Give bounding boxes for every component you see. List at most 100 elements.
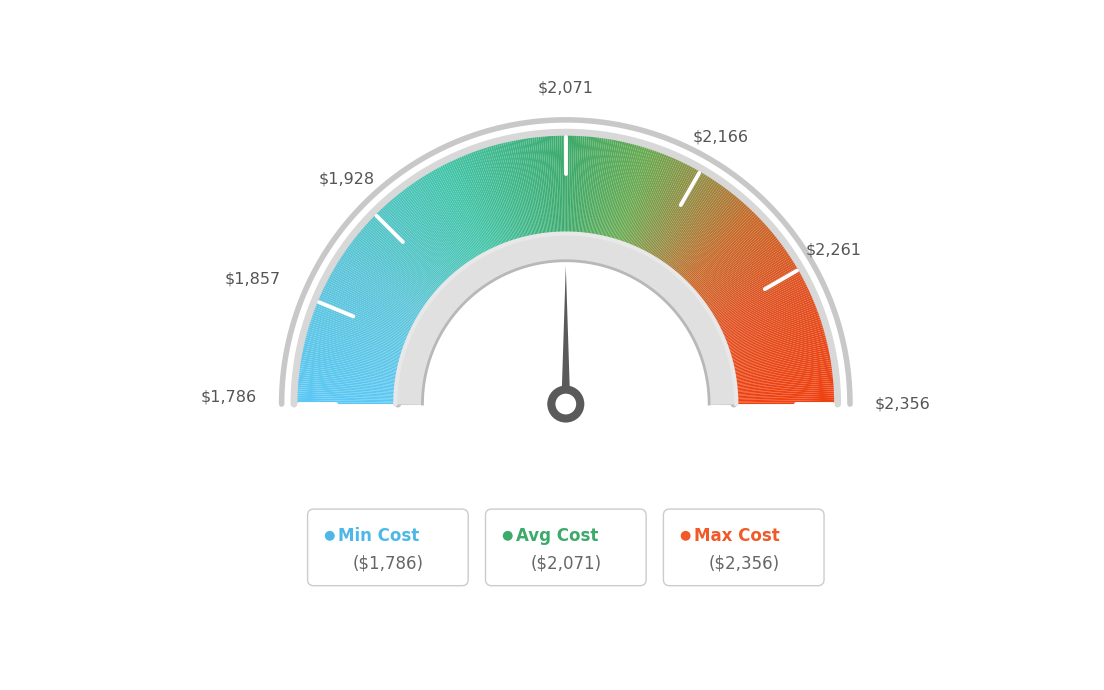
Wedge shape [297, 359, 400, 377]
Wedge shape [718, 288, 813, 334]
Wedge shape [379, 206, 450, 282]
Wedge shape [394, 192, 460, 274]
Wedge shape [654, 172, 710, 262]
Wedge shape [309, 312, 407, 348]
Wedge shape [500, 140, 527, 241]
Wedge shape [369, 215, 445, 288]
Wedge shape [590, 135, 606, 238]
Wedge shape [732, 362, 835, 379]
Wedge shape [734, 397, 838, 402]
Wedge shape [452, 157, 497, 251]
Wedge shape [544, 133, 554, 237]
Wedge shape [634, 155, 678, 251]
Wedge shape [492, 142, 521, 242]
Wedge shape [649, 168, 702, 259]
Wedge shape [307, 318, 406, 352]
Wedge shape [304, 333, 404, 361]
Wedge shape [338, 255, 425, 313]
Wedge shape [357, 229, 437, 297]
Wedge shape [488, 143, 519, 243]
Wedge shape [698, 236, 781, 301]
Wedge shape [301, 339, 403, 365]
Wedge shape [459, 153, 501, 249]
Wedge shape [314, 300, 411, 341]
Wedge shape [306, 322, 405, 355]
Wedge shape [466, 150, 506, 248]
Wedge shape [733, 379, 837, 390]
Wedge shape [315, 298, 411, 339]
Wedge shape [708, 258, 796, 315]
Wedge shape [570, 132, 574, 236]
Wedge shape [686, 213, 761, 287]
Wedge shape [337, 257, 425, 314]
Wedge shape [733, 370, 836, 384]
Wedge shape [519, 136, 539, 239]
Wedge shape [523, 135, 541, 238]
Wedge shape [502, 139, 528, 241]
Wedge shape [620, 147, 656, 246]
Text: ($2,071): ($2,071) [530, 555, 602, 573]
Wedge shape [733, 383, 837, 392]
Text: ($2,356): ($2,356) [708, 555, 779, 573]
Wedge shape [340, 251, 427, 310]
Wedge shape [662, 181, 724, 267]
Wedge shape [307, 320, 406, 353]
Wedge shape [658, 177, 716, 264]
Wedge shape [295, 387, 399, 395]
Wedge shape [688, 218, 765, 290]
Wedge shape [614, 144, 646, 244]
Wedge shape [564, 132, 565, 236]
Wedge shape [446, 159, 493, 253]
Wedge shape [578, 133, 590, 237]
Wedge shape [730, 341, 830, 366]
Wedge shape [731, 349, 832, 371]
Wedge shape [616, 145, 650, 244]
Wedge shape [421, 173, 477, 262]
Wedge shape [667, 187, 731, 270]
Wedge shape [603, 139, 627, 240]
Wedge shape [322, 281, 416, 329]
Circle shape [325, 531, 335, 541]
Text: $1,928: $1,928 [319, 171, 375, 186]
Wedge shape [443, 161, 490, 255]
Wedge shape [730, 345, 831, 368]
Wedge shape [295, 383, 399, 392]
Wedge shape [317, 294, 412, 337]
Wedge shape [395, 233, 736, 404]
Wedge shape [294, 395, 397, 400]
Wedge shape [538, 133, 550, 237]
Wedge shape [373, 210, 448, 285]
Wedge shape [618, 146, 651, 245]
Wedge shape [314, 302, 410, 342]
Wedge shape [310, 308, 408, 346]
Text: $2,356: $2,356 [874, 397, 931, 411]
Wedge shape [359, 226, 439, 295]
Wedge shape [713, 273, 805, 324]
Wedge shape [426, 170, 480, 260]
Wedge shape [448, 158, 495, 253]
Wedge shape [705, 253, 793, 312]
Wedge shape [622, 148, 658, 246]
Wedge shape [456, 155, 499, 250]
Wedge shape [637, 158, 683, 253]
Wedge shape [611, 142, 639, 242]
Wedge shape [699, 237, 782, 302]
Wedge shape [305, 328, 404, 358]
Wedge shape [641, 161, 689, 255]
Wedge shape [733, 387, 837, 395]
Wedge shape [410, 180, 470, 266]
Circle shape [548, 386, 584, 422]
Wedge shape [681, 206, 753, 282]
Wedge shape [722, 306, 820, 344]
Wedge shape [605, 140, 631, 241]
Wedge shape [593, 136, 613, 239]
Wedge shape [731, 351, 832, 373]
Wedge shape [528, 135, 543, 237]
Wedge shape [468, 150, 507, 247]
Wedge shape [725, 316, 824, 351]
Wedge shape [602, 138, 625, 240]
Wedge shape [329, 269, 420, 322]
Wedge shape [703, 248, 789, 308]
Wedge shape [612, 142, 641, 243]
Wedge shape [406, 183, 468, 268]
